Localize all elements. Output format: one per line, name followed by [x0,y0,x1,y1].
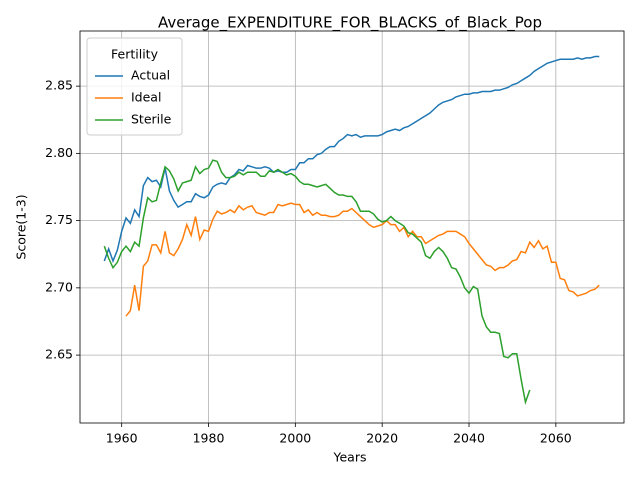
plot-area [103,55,600,406]
y-tick-label: 2.70 [45,279,73,294]
x-tick-label: 2060 [540,431,572,446]
data-line [125,202,600,317]
legend-label: Actual [131,68,170,83]
x-tick-label: 2040 [453,431,485,446]
axes-frame [79,30,625,424]
legend: Fertility Actual Ideal Sterile [86,37,183,136]
y-tick-label: 2.85 [45,78,73,93]
x-axis-label: Years [333,450,367,465]
data-line [103,55,600,264]
grid [80,31,624,423]
legend-label: Ideal [131,90,161,105]
x-tick-label: 2000 [279,431,311,446]
legend-label: Sterile [131,112,172,127]
y-tick-label: 2.75 [45,212,73,227]
legend-title: Fertility [111,47,159,62]
y-axis-label: Score(1-3) [14,194,29,259]
data-line [103,159,531,406]
x-tick-label: 1960 [106,431,138,446]
legend-box [86,37,183,136]
chart-title: Average_EXPENDITURE_FOR_BLACKS_of_Black_… [158,14,542,33]
y-tick-label: 2.80 [45,145,73,160]
x-tick-label: 1980 [193,431,225,446]
y-tick-label: 2.65 [45,347,73,362]
x-tick-label: 2020 [366,431,398,446]
